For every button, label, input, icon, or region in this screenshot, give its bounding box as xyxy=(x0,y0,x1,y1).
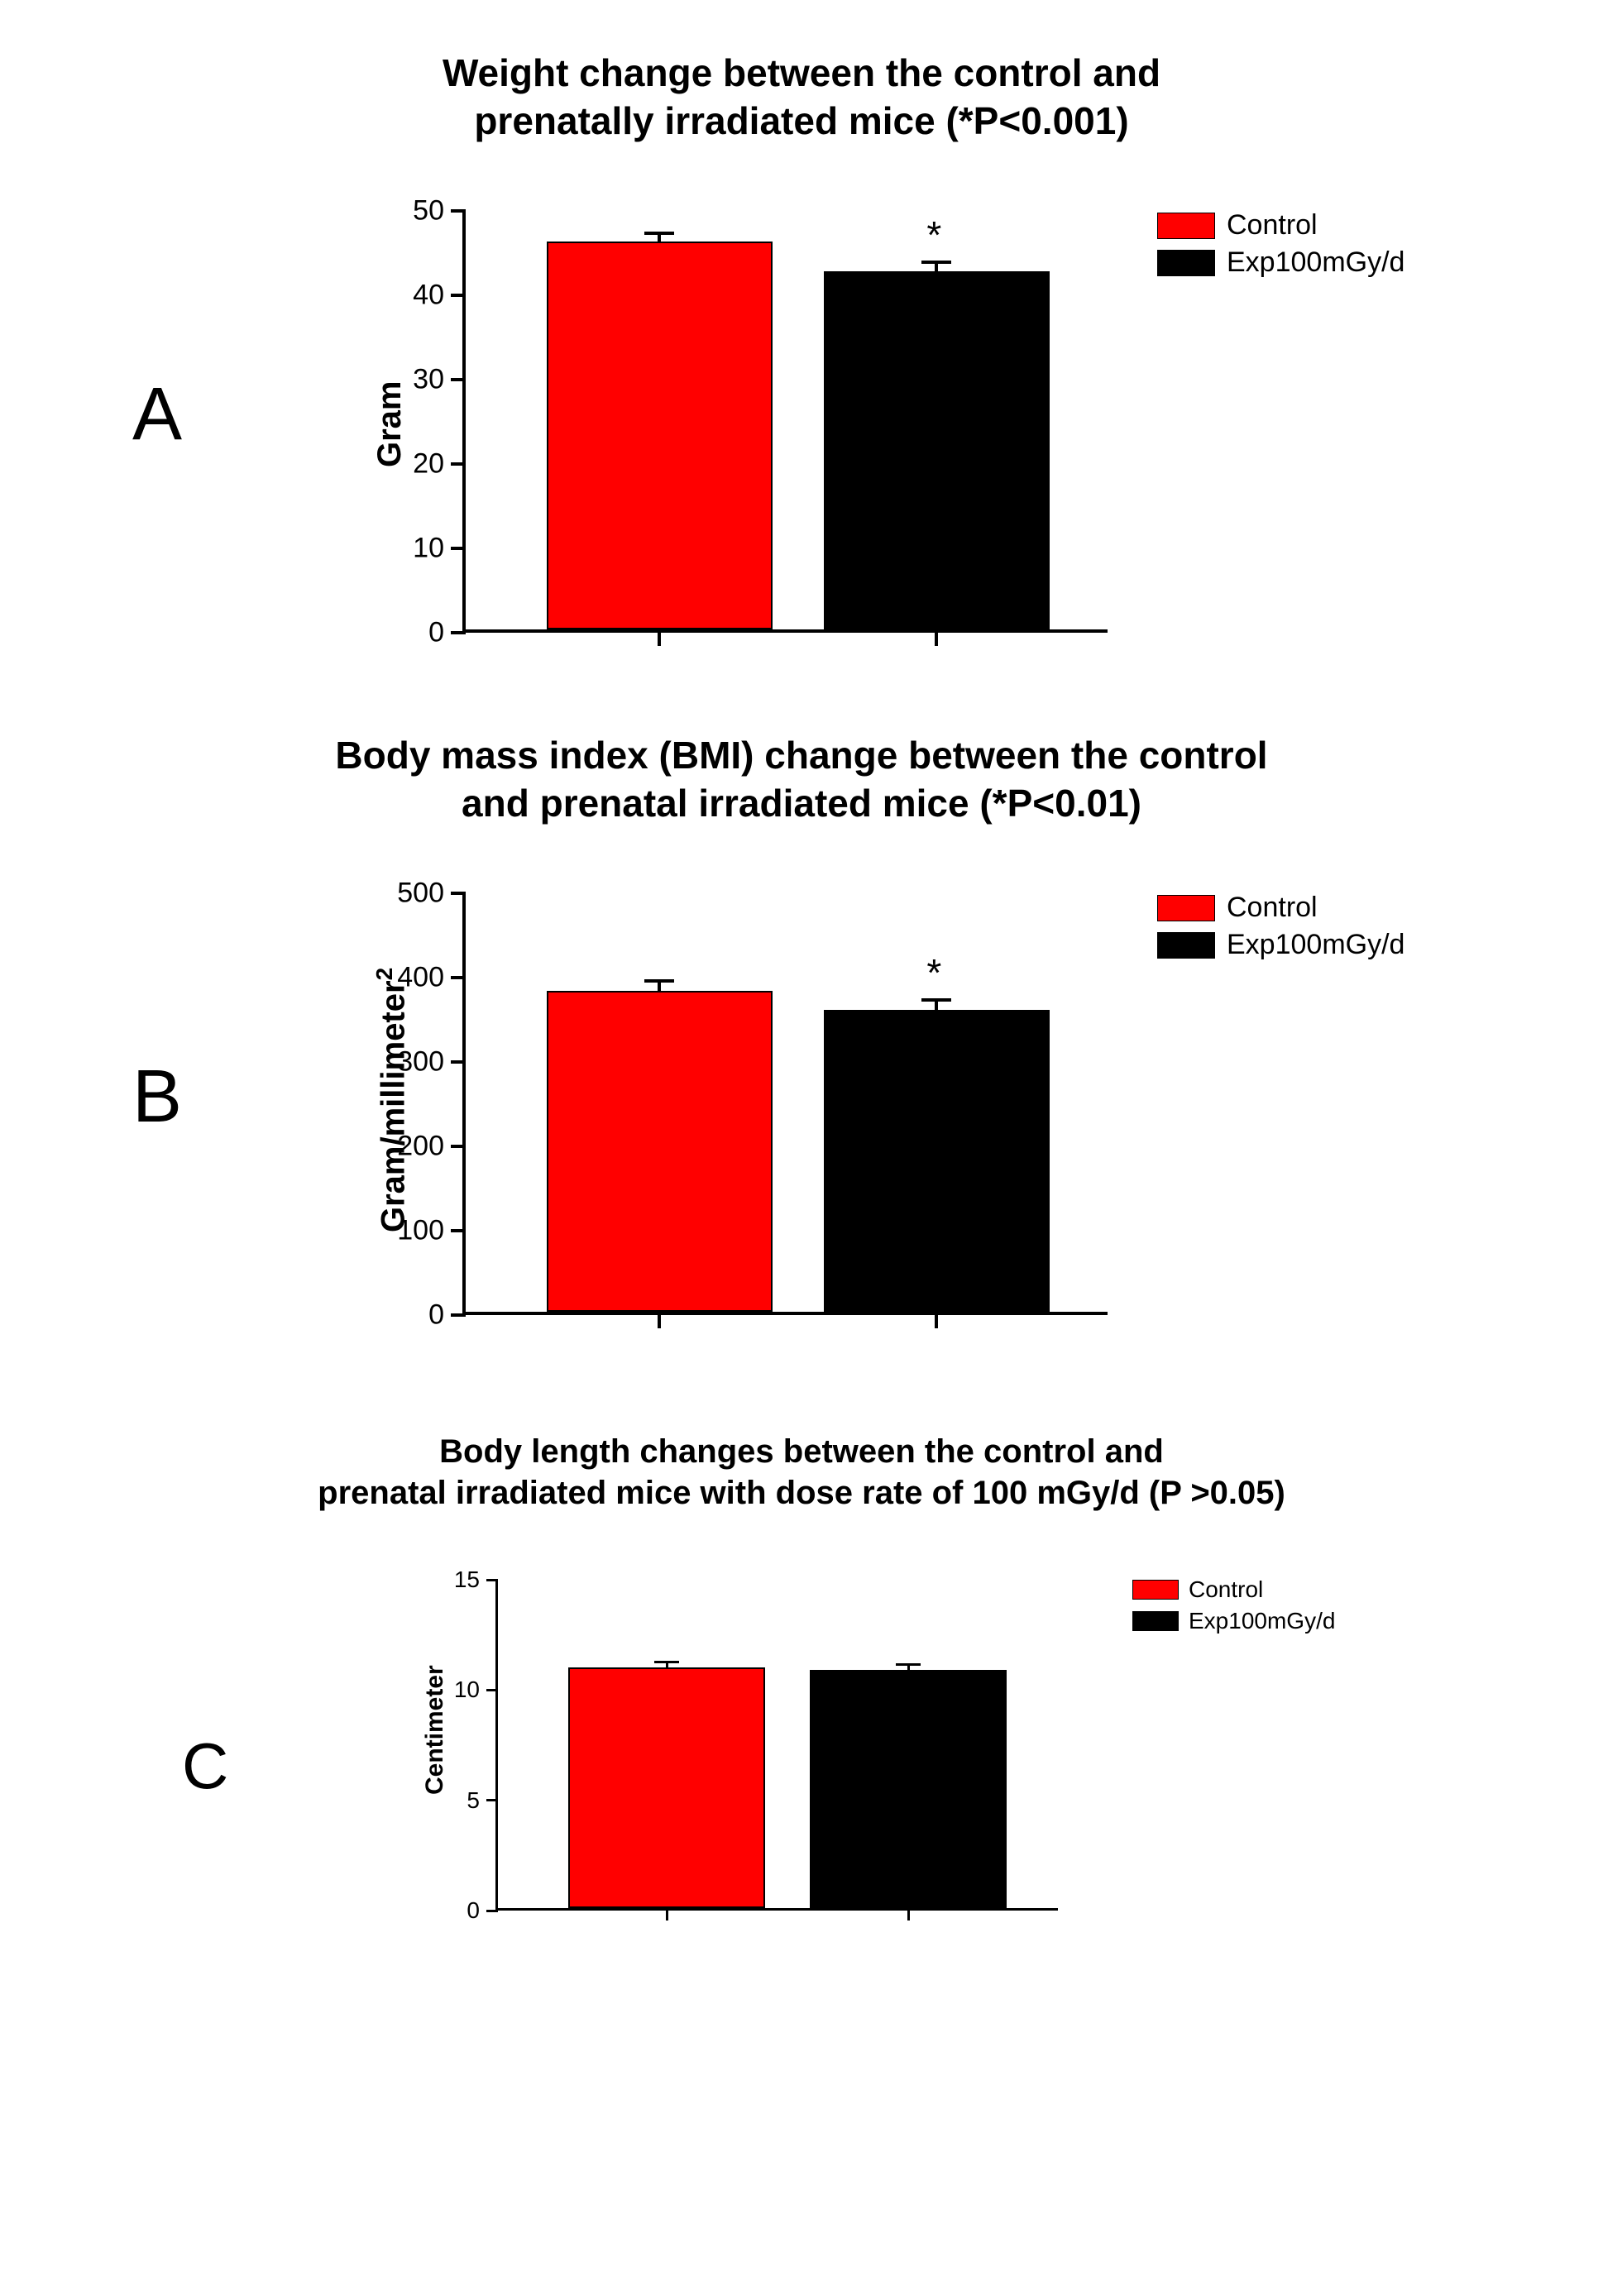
xtick-mark xyxy=(935,633,938,646)
y-axis-label: Centimeter xyxy=(421,1665,449,1795)
figure-page: Weight change between the control and pr… xyxy=(0,0,1603,2051)
panel-C-title: Body length changes between the control … xyxy=(98,1431,1505,1514)
legend-swatch xyxy=(1157,895,1215,921)
y-axis-label: Gram xyxy=(371,381,409,468)
legend-item: Control xyxy=(1132,1576,1335,1603)
panel-B: Body mass index (BMI) change between the… xyxy=(33,732,1570,1348)
panel-A-chart: 01020304050*GramControlExp100mGy/d xyxy=(140,170,1463,666)
legend: Control Exp100mGy/d xyxy=(1157,209,1404,284)
significance-marker: * xyxy=(926,213,941,257)
legend-label: Control xyxy=(1227,209,1318,242)
panel-B-chart: 0100200300400500* Gram/millimeter2 Control… xyxy=(140,852,1463,1348)
xtick-mark xyxy=(907,1911,910,1921)
panel-C-chart: 051015CentimeterControlExp100mGy/d xyxy=(140,1547,1463,1935)
ytick-label: 5 xyxy=(467,1787,498,1814)
panel-C: Body length changes between the control … xyxy=(33,1431,1570,1935)
panel-A: Weight change between the control and pr… xyxy=(33,50,1570,666)
bar-exp100mgy-d xyxy=(810,1670,1007,1908)
plot-area: 051015 xyxy=(495,1580,1058,1911)
significance-marker: * xyxy=(926,950,941,995)
legend: Control Exp100mGy/d xyxy=(1157,892,1404,966)
bar-control xyxy=(547,991,773,1312)
y-axis-label: Gram/millimeter2 xyxy=(371,968,412,1232)
legend-item: Exp100mGy/d xyxy=(1157,246,1404,279)
legend-swatch xyxy=(1157,932,1215,959)
legend-label: Control xyxy=(1189,1576,1263,1603)
ytick-label: 20 xyxy=(413,448,466,481)
error-cap xyxy=(654,1661,679,1663)
bar-control xyxy=(547,242,773,629)
ytick-label: 50 xyxy=(413,195,466,227)
plot-area: 0100200300400500* xyxy=(462,893,1108,1315)
bar-exp100mgy-d xyxy=(824,271,1050,630)
legend-label: Control xyxy=(1227,892,1318,924)
panel-B-title: Body mass index (BMI) change between the… xyxy=(140,732,1463,827)
ytick-label: 0 xyxy=(467,1897,498,1924)
ytick-label: 15 xyxy=(454,1567,498,1593)
ytick-label: 500 xyxy=(397,878,466,910)
legend-label: Exp100mGy/d xyxy=(1189,1608,1335,1634)
legend-label: Exp100mGy/d xyxy=(1227,929,1404,961)
xtick-mark xyxy=(658,633,661,646)
legend-swatch xyxy=(1157,213,1215,239)
legend-swatch xyxy=(1132,1580,1179,1600)
bar-exp100mgy-d xyxy=(824,1010,1050,1312)
error-cap xyxy=(644,232,674,235)
panel-A-title: Weight change between the control and pr… xyxy=(181,50,1422,145)
xtick-mark xyxy=(658,1315,661,1328)
legend-label: Exp100mGy/d xyxy=(1227,246,1404,279)
ytick-label: 30 xyxy=(413,364,466,396)
ytick-label: 10 xyxy=(413,533,466,565)
legend-item: Exp100mGy/d xyxy=(1157,929,1404,961)
xtick-mark xyxy=(935,1315,938,1328)
legend-item: Exp100mGy/d xyxy=(1132,1608,1335,1634)
error-cap xyxy=(921,261,951,264)
error-cap xyxy=(896,1663,921,1666)
ytick-label: 0 xyxy=(428,1299,466,1332)
ytick-label: 10 xyxy=(454,1677,498,1703)
bar-control xyxy=(568,1667,765,1908)
plot-area: 01020304050* xyxy=(462,211,1108,633)
legend-item: Control xyxy=(1157,892,1404,924)
ytick-label: 0 xyxy=(428,617,466,649)
legend-swatch xyxy=(1157,250,1215,276)
legend-swatch xyxy=(1132,1611,1179,1631)
legend: Control Exp100mGy/d xyxy=(1132,1576,1335,1639)
legend-item: Control xyxy=(1157,209,1404,242)
error-cap xyxy=(644,979,674,983)
ytick-label: 40 xyxy=(413,280,466,312)
xtick-mark xyxy=(666,1911,668,1921)
error-cap xyxy=(921,998,951,1002)
